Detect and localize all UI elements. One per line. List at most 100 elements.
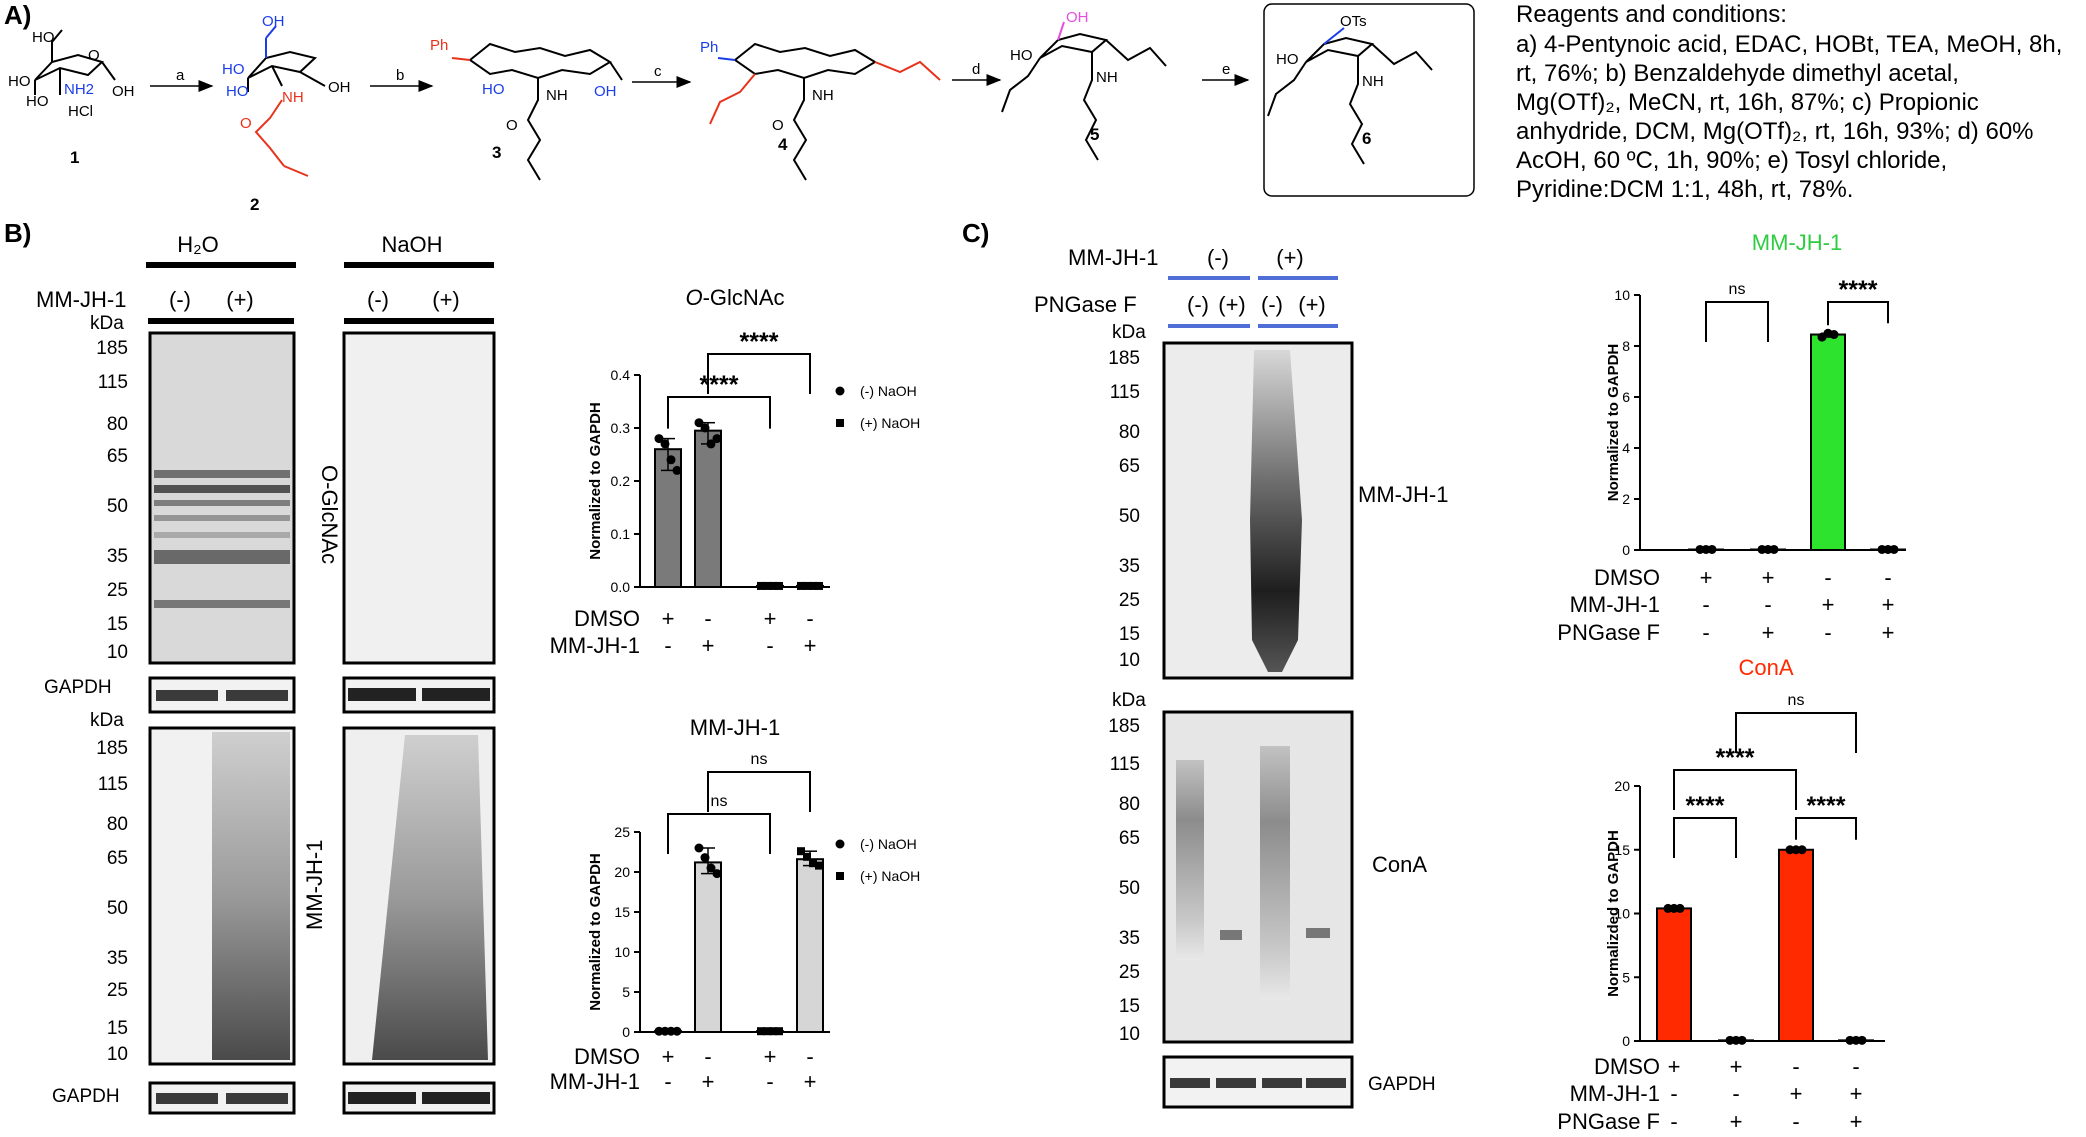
significance-bracket xyxy=(1705,301,1769,342)
marker-label: 35 xyxy=(1119,928,1140,949)
compound-1-structure: HO HO HO NH2 HCl OH O xyxy=(8,29,135,120)
atom-label: O xyxy=(240,115,252,132)
condition-sign: + xyxy=(1762,565,1775,590)
atom-label: HO xyxy=(1010,47,1033,64)
condition-sign: - xyxy=(704,1044,711,1069)
lane-sign: (-) xyxy=(1187,292,1209,317)
atom-label: O xyxy=(772,117,784,134)
condition-sign: - xyxy=(1764,592,1771,617)
significance-label: ns xyxy=(711,793,728,810)
kda-label: kDa xyxy=(90,710,124,731)
chart-title: MM-JH-1 xyxy=(1752,230,1842,255)
lane-sign: (-) xyxy=(169,287,191,312)
y-tick-label: 5 xyxy=(622,984,630,1000)
data-point xyxy=(712,869,722,879)
compound-2-label: 2 xyxy=(250,195,259,214)
significance-bracket xyxy=(1735,712,1857,753)
condition-sign: + xyxy=(1790,1081,1803,1106)
atom-label: Ph xyxy=(430,37,448,54)
lane-sign: (+) xyxy=(1218,292,1246,317)
marker-label: 25 xyxy=(107,580,128,601)
data-point xyxy=(803,852,811,861)
condition-sign: + xyxy=(1730,1054,1743,1079)
blot-mmjh1-h2o xyxy=(148,726,296,1066)
chart-mm: MM-JH-1 0 5 10 15 20 25 Normalized to GAPDH ns ns… xyxy=(550,715,921,1094)
condition-sign: - xyxy=(1852,1054,1859,1079)
arrow-label: d xyxy=(972,61,980,78)
y-tick-label: 20 xyxy=(1614,778,1630,794)
atom-label: HO xyxy=(482,81,505,98)
y-tick-label: 0.4 xyxy=(611,367,631,383)
marker-label: 50 xyxy=(1119,506,1140,527)
significance-bracket xyxy=(1827,301,1889,326)
data-point xyxy=(815,861,823,870)
condition-sign: - xyxy=(1792,1054,1799,1079)
blot-c-mmjh1 xyxy=(1162,341,1354,680)
marker-ladder: kDa 185 115 80 65 50 35 25 15 10 xyxy=(90,313,128,663)
significance-label: ns xyxy=(751,751,768,768)
significance-bracket xyxy=(707,353,811,394)
marker-label: 25 xyxy=(1119,590,1140,611)
marker-label: 185 xyxy=(96,738,128,759)
y-tick-label: 5 xyxy=(1622,969,1630,985)
condition-sign: + xyxy=(804,633,817,658)
marker-label: 65 xyxy=(107,848,128,869)
data-point xyxy=(1707,544,1717,554)
condition-sign: - xyxy=(664,633,671,658)
data-point xyxy=(775,1027,783,1036)
blot-mmjh1-naoh xyxy=(342,726,496,1066)
bar xyxy=(694,429,722,588)
marker-label: 50 xyxy=(107,898,128,919)
arrow-label: b xyxy=(396,67,404,84)
data-point xyxy=(797,581,805,590)
y-tick-label: 0.0 xyxy=(611,579,631,595)
data-point xyxy=(700,423,710,433)
condition-sign: - xyxy=(1792,1109,1799,1134)
panel-b-letter: B) xyxy=(4,218,31,248)
charts-layer: O-GlcNAc 0.0 0.1 0.2 0.3 0.4 Normalized to GAP… xyxy=(550,230,1906,1134)
data-point xyxy=(706,439,716,449)
marker-label: 115 xyxy=(1110,382,1140,403)
data-point xyxy=(763,1027,771,1036)
marker-label: 35 xyxy=(107,948,128,969)
y-tick-label: 10 xyxy=(1614,287,1630,303)
condition-label: MM-JH-1 xyxy=(550,1069,640,1094)
condition-sign: + xyxy=(1700,565,1713,590)
compound-5-structure: OH HO NH xyxy=(1001,9,1167,161)
condition-sign: - xyxy=(1670,1109,1677,1134)
atom-label: HO xyxy=(8,73,31,90)
compound-4-structure: Ph NH O xyxy=(700,39,941,181)
marker-label: 10 xyxy=(1119,650,1140,671)
condition-sign: - xyxy=(1702,620,1709,645)
compound-6-structure: OTs HO NH xyxy=(1267,13,1433,165)
reagents-title: Reagents and conditions: xyxy=(1516,1,1787,28)
gapdh-label: GAPDH xyxy=(44,677,112,698)
data-point xyxy=(757,1027,765,1036)
compound-6-label: 6 xyxy=(1362,129,1371,148)
condition-sign: + xyxy=(764,1044,777,1069)
condition-sign: + xyxy=(1882,620,1895,645)
lane-bar xyxy=(344,318,494,324)
y-tick-label: 0.2 xyxy=(611,473,631,489)
data-point xyxy=(712,434,722,444)
marker-label: 50 xyxy=(1119,878,1140,899)
y-tick-label: 20 xyxy=(614,864,630,880)
marker-label: 185 xyxy=(96,338,128,359)
marker-ladder: kDa 185 115 80 65 50 35 25 15 10 xyxy=(90,710,128,1065)
data-point xyxy=(1857,1035,1867,1045)
atom-label: NH2 xyxy=(64,81,94,98)
chart-c2: ConA 0 5 10 15 20 Normalizded to GAPDH **** ****… xyxy=(1557,655,1885,1134)
chart-ogl: O-GlcNAc 0.0 0.1 0.2 0.3 0.4 Normalized to GAP… xyxy=(550,285,921,658)
legend-label: (+) NaOH xyxy=(860,415,920,431)
atom-label: HO xyxy=(1276,51,1299,68)
atom-label: O xyxy=(88,47,100,64)
condition-label: DMSO xyxy=(1594,1054,1660,1079)
marker-label: 10 xyxy=(107,642,128,663)
bar xyxy=(1656,907,1692,1043)
marker-label: 65 xyxy=(1119,828,1140,849)
atom-label: HCl xyxy=(68,103,93,120)
marker-label: 15 xyxy=(107,614,128,635)
condition-label: MM-JH-1 xyxy=(1570,1081,1660,1106)
atom-label: HO xyxy=(32,29,55,46)
chart-title: MM-JH-1 xyxy=(690,715,780,740)
